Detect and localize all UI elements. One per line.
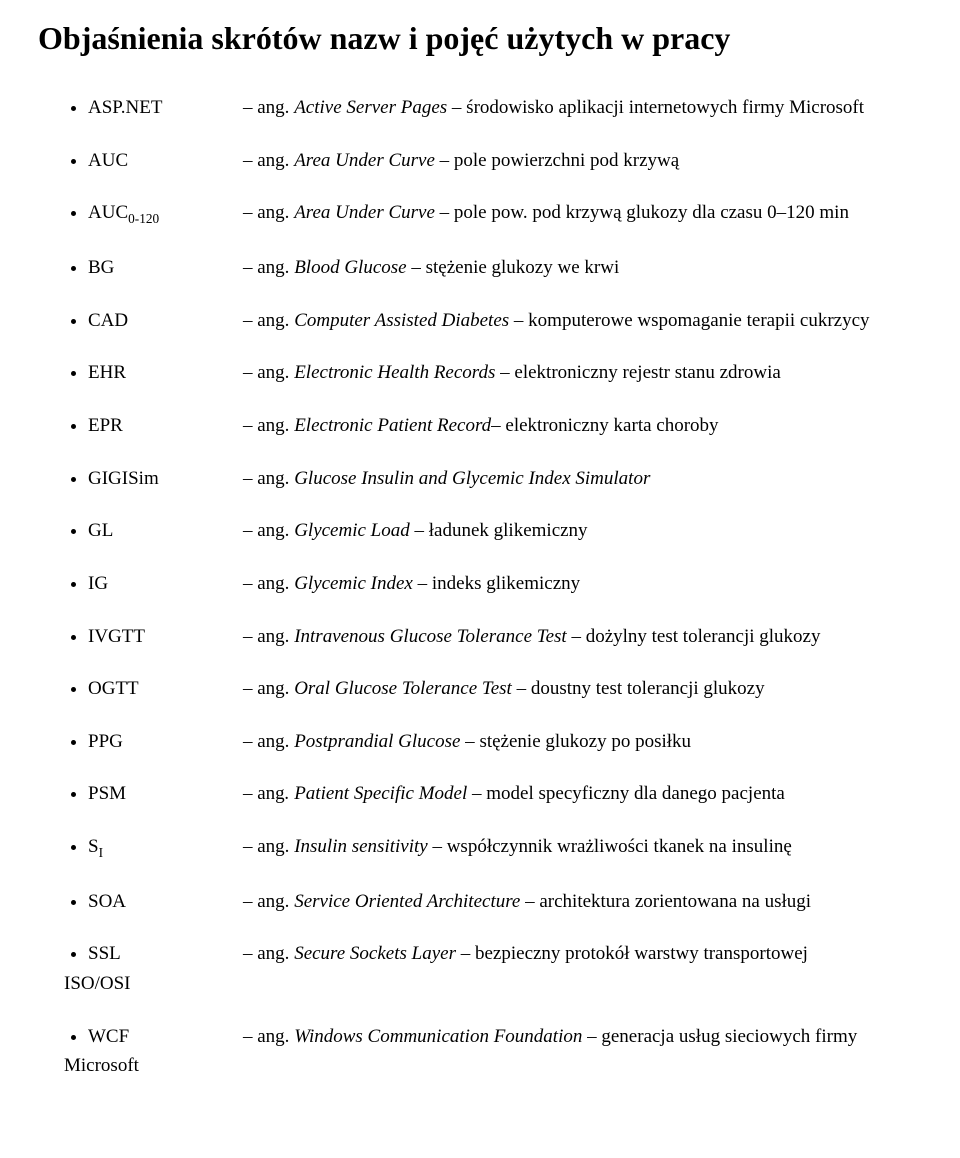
definition-text: – ang. Blood Glucose – stężenie glukozy … — [243, 255, 912, 281]
definition-text: – ang. Area Under Curve – pole powierzch… — [243, 148, 912, 174]
definition-text: – ang. Area Under Curve – pole pow. pod … — [243, 200, 912, 226]
abbr: EPR — [88, 413, 243, 439]
abbr: BG — [88, 255, 243, 281]
definition-item: AUC– ang. Area Under Curve – pole powier… — [88, 148, 912, 174]
definition-item: SOA– ang. Service Oriented Architecture … — [88, 889, 912, 915]
definition-text: – ang. Electronic Health Records – elekt… — [243, 360, 912, 386]
definition-item: SSL– ang. Secure Sockets Layer – bezpiec… — [88, 941, 912, 996]
abbr: AUC — [88, 148, 243, 174]
abbr-continuation: Microsoft — [64, 1053, 912, 1079]
definition-text: – ang. Electronic Patient Record– elektr… — [243, 413, 912, 439]
definition-text: – ang. Glycemic Index – indeks glikemicz… — [243, 571, 912, 597]
definition-item: BG– ang. Blood Glucose – stężenie glukoz… — [88, 255, 912, 281]
definition-item: EHR– ang. Electronic Health Records – el… — [88, 360, 912, 386]
abbr: IVGTT — [88, 624, 243, 650]
abbr-continuation: ISO/OSI — [64, 971, 912, 997]
abbr: WCF — [88, 1024, 243, 1050]
definition-item: AUC0-120– ang. Area Under Curve – pole p… — [88, 200, 912, 228]
abbr: PPG — [88, 729, 243, 755]
abbr: PSM — [88, 781, 243, 807]
definition-item: GL– ang. Glycemic Load – ładunek glikemi… — [88, 518, 912, 544]
abbr: IG — [88, 571, 243, 597]
definition-text: – ang. Service Oriented Architecture – a… — [243, 889, 912, 915]
definition-text: – ang. Oral Glucose Tolerance Test – dou… — [243, 676, 912, 702]
definition-item: CAD– ang. Computer Assisted Diabetes – k… — [88, 308, 912, 334]
definition-text: – ang. Intravenous Glucose Tolerance Tes… — [243, 624, 912, 650]
definition-item: WCF– ang. Windows Communication Foundati… — [88, 1024, 912, 1079]
definition-item: IVGTT– ang. Intravenous Glucose Toleranc… — [88, 624, 912, 650]
abbr: SSL — [88, 941, 243, 967]
definition-text: – ang. Glucose Insulin and Glycemic Inde… — [243, 466, 912, 492]
definition-text: – ang. Computer Assisted Diabetes – komp… — [243, 308, 912, 334]
definitions-list: ASP.NET– ang. Active Server Pages – środ… — [38, 95, 912, 1079]
abbr: GIGISim — [88, 466, 243, 492]
abbr: SOA — [88, 889, 243, 915]
abbr: OGTT — [88, 676, 243, 702]
definition-text: – ang. Active Server Pages – środowisko … — [243, 95, 912, 121]
abbr: GL — [88, 518, 243, 544]
abbr: CAD — [88, 308, 243, 334]
definition-text: – ang. Glycemic Load – ładunek glikemicz… — [243, 518, 912, 544]
definition-text: – ang. Patient Specific Model – model sp… — [243, 781, 912, 807]
definition-item: GIGISim– ang. Glucose Insulin and Glycem… — [88, 466, 912, 492]
abbr: AUC0-120 — [88, 200, 243, 228]
definition-item: PSM– ang. Patient Specific Model – model… — [88, 781, 912, 807]
definition-item: EPR– ang. Electronic Patient Record– ele… — [88, 413, 912, 439]
definition-item: ASP.NET– ang. Active Server Pages – środ… — [88, 95, 912, 121]
abbr: EHR — [88, 360, 243, 386]
definition-item: PPG– ang. Postprandial Glucose – stężeni… — [88, 729, 912, 755]
page-title: Objaśnienia skrótów nazw i pojęć użytych… — [38, 20, 912, 57]
definition-item: SI– ang. Insulin sensitivity – współczyn… — [88, 834, 912, 862]
abbr: ASP.NET — [88, 95, 243, 121]
definition-text: – ang. Insulin sensitivity – współczynni… — [243, 834, 912, 860]
definition-text: – ang. Windows Communication Foundation … — [243, 1024, 912, 1050]
definition-item: OGTT– ang. Oral Glucose Tolerance Test –… — [88, 676, 912, 702]
definition-text: – ang. Postprandial Glucose – stężenie g… — [243, 729, 912, 755]
definition-item: IG– ang. Glycemic Index – indeks glikemi… — [88, 571, 912, 597]
definition-text: – ang. Secure Sockets Layer – bezpieczny… — [243, 941, 912, 967]
abbr: SI — [88, 834, 243, 862]
